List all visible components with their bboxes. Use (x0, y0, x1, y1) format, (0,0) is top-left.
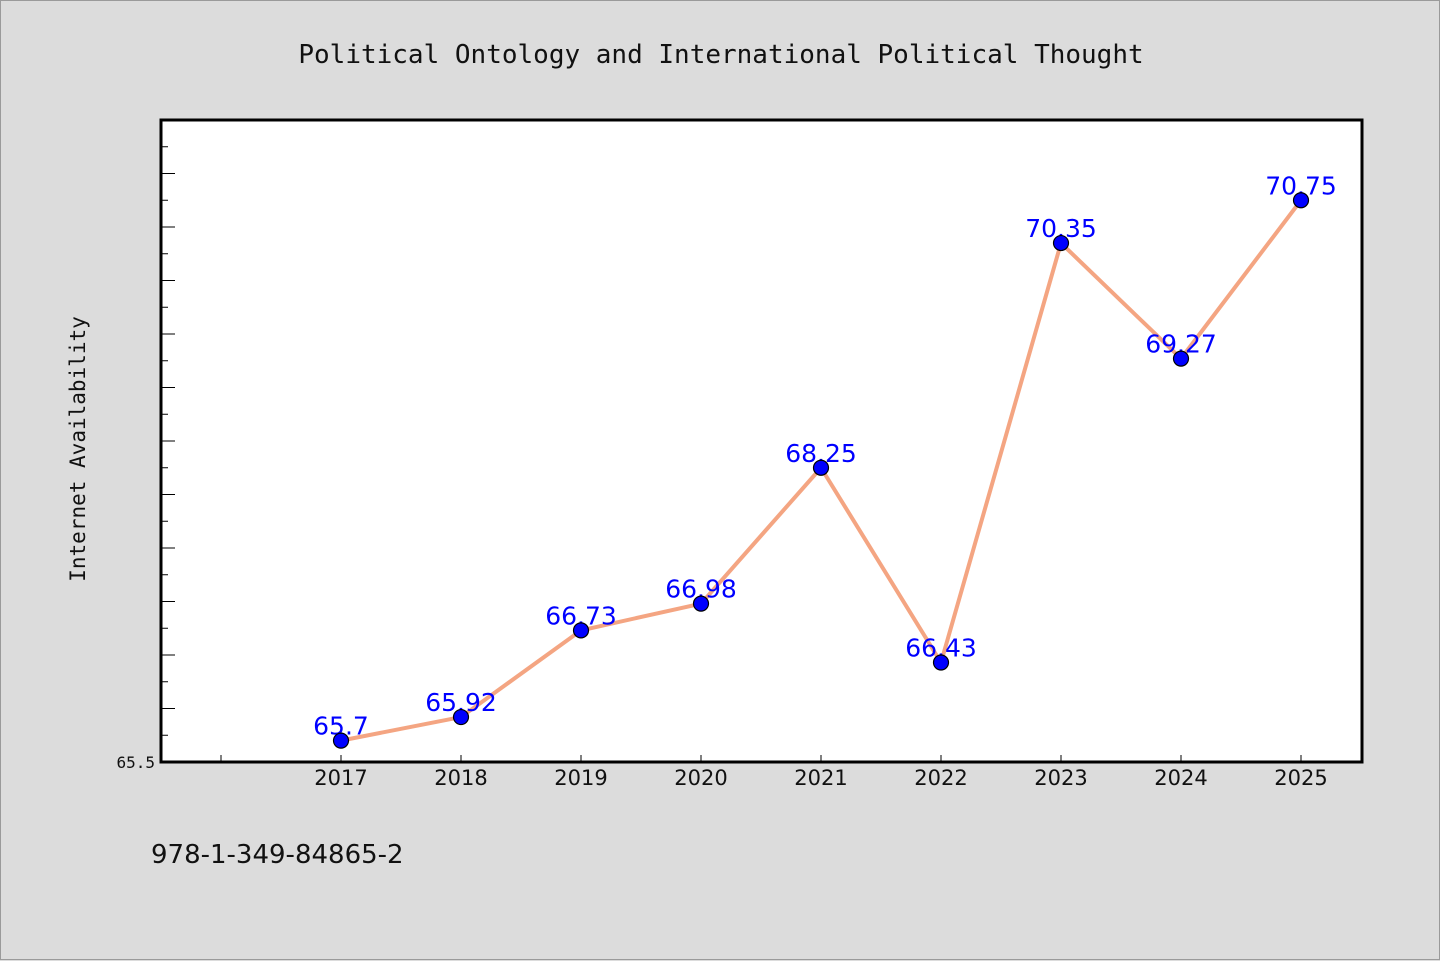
data-point (1172, 350, 1190, 367)
x-tick-label: 2019 (554, 766, 607, 790)
data-point (572, 622, 590, 639)
y-tick-labels: 65.5 (116, 753, 155, 772)
y-axis-label: Internet Availability (66, 316, 90, 582)
x-tick-label: 2021 (794, 766, 847, 790)
x-tick-label: 2022 (914, 766, 967, 790)
data-point (1052, 234, 1070, 252)
chart-title: Political Ontology and International Pol… (298, 40, 1143, 70)
data-point (452, 708, 470, 726)
plot-area (159, 118, 1364, 764)
data-point (1292, 192, 1310, 209)
y-tick-label: 65.5 (116, 753, 155, 772)
x-tick-label: 2024 (1154, 766, 1207, 790)
data-point (692, 595, 710, 612)
x-tick-label: 2025 (1274, 766, 1327, 790)
markers-layer (332, 192, 1310, 749)
x-tick-labels: 2017 2018 2019 2020 2021 2022 2023 2024 2025 (314, 766, 1327, 790)
footer-isbn: 978-1-349-84865-2 (151, 840, 404, 870)
axis-ticks (161, 119, 1302, 763)
x-tick-label: 2018 (434, 766, 487, 790)
x-tick-label: 2020 (674, 766, 727, 790)
x-tick-label: 2023 (1034, 766, 1087, 790)
x-tick-label: 2017 (314, 766, 367, 790)
data-point (932, 654, 950, 671)
data-point (812, 459, 830, 476)
data-point (332, 732, 350, 749)
